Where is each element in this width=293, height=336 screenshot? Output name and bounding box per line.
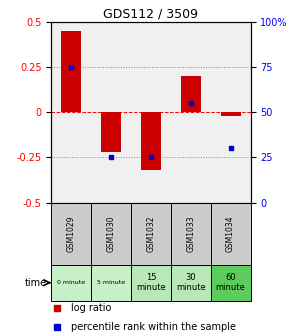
Bar xyxy=(131,203,171,264)
Text: 0 minute: 0 minute xyxy=(57,280,85,285)
Text: GSM1032: GSM1032 xyxy=(146,215,155,252)
Bar xyxy=(51,203,91,264)
Text: 30
minute: 30 minute xyxy=(176,273,206,292)
Text: GSM1030: GSM1030 xyxy=(107,215,115,252)
Bar xyxy=(131,264,171,301)
Title: GDS112 / 3509: GDS112 / 3509 xyxy=(103,8,198,21)
Text: log ratio: log ratio xyxy=(71,303,112,313)
Text: 15
minute: 15 minute xyxy=(136,273,166,292)
Bar xyxy=(171,264,211,301)
Text: time: time xyxy=(25,278,47,288)
Bar xyxy=(181,76,201,112)
Text: percentile rank within the sample: percentile rank within the sample xyxy=(71,322,236,332)
Text: GSM1034: GSM1034 xyxy=(226,215,235,252)
Text: 5 minute: 5 minute xyxy=(97,280,125,285)
Bar xyxy=(221,112,241,116)
Bar xyxy=(101,112,121,152)
Bar xyxy=(61,31,81,112)
Bar xyxy=(141,112,161,170)
Text: GSM1029: GSM1029 xyxy=(67,215,76,252)
Bar xyxy=(211,264,251,301)
Bar xyxy=(51,264,91,301)
Bar xyxy=(211,203,251,264)
Text: GSM1033: GSM1033 xyxy=(186,215,195,252)
Bar xyxy=(91,203,131,264)
Bar xyxy=(91,264,131,301)
Text: 60
minute: 60 minute xyxy=(216,273,246,292)
Bar xyxy=(171,203,211,264)
